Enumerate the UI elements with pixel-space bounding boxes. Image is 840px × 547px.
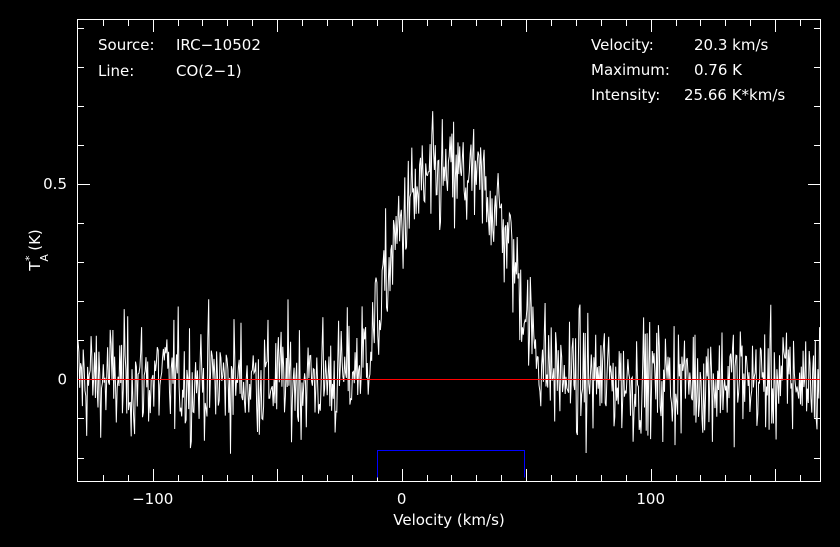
y-axis-subscript: A (38, 254, 51, 262)
integration-window (377, 450, 525, 478)
maximum-value: 0.76 K (694, 61, 743, 79)
y-tick-label: 0 (57, 370, 67, 388)
line-label: Line: (98, 62, 134, 80)
velocity-value: 20.3 km/s (694, 36, 769, 54)
x-tick-label: −100 (132, 490, 173, 508)
spectrum-trace (77, 111, 821, 454)
y-axis-superscript: * (23, 255, 36, 261)
maximum-label: Maximum: (591, 61, 670, 79)
intensity-value: 25.66 K*km/s (684, 86, 785, 104)
y-tick-label: 0.5 (43, 175, 67, 193)
y-axis-unit: (K) (26, 229, 44, 255)
source-label: Source: (98, 36, 155, 54)
x-tick-label: 0 (397, 490, 407, 508)
source-value: IRC−10502 (176, 36, 261, 54)
velocity-label: Velocity: (591, 36, 654, 54)
y-axis-symbol: T (26, 261, 44, 272)
line-value: CO(2−1) (176, 62, 242, 80)
intensity-label: Intensity: (591, 86, 660, 104)
x-tick-label: 100 (636, 490, 665, 508)
x-axis-title: Velocity (km/s) (393, 511, 504, 529)
y-axis-title: TA* (K) (23, 229, 51, 272)
axis-ticks: −100 0 100 0 0.5 (43, 20, 820, 508)
plot-frame (77, 19, 821, 482)
